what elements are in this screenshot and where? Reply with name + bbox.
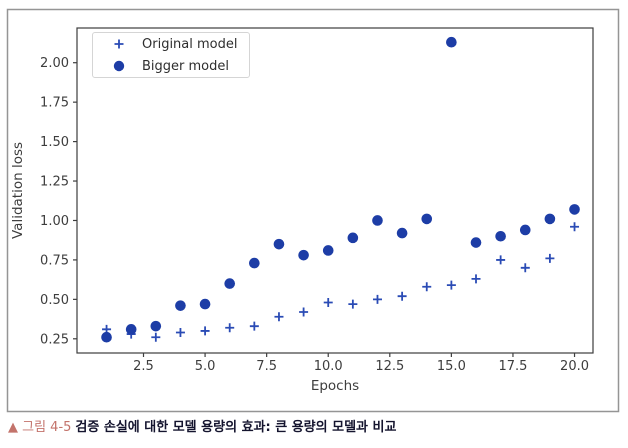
scatter-point-original-model — [151, 332, 161, 342]
scatter-point-bigger-model — [322, 245, 334, 256]
figure-caption: ▲ 그림 4-5 검증 손실에 대한 모델 용량의 효과: 큰 용량의 모델과 비… — [8, 419, 620, 436]
y-tick-label: 1.00 — [40, 214, 69, 229]
caption-text: 검증 손실에 대한 모델 용량의 효과: 큰 용량의 모델과 비교 — [75, 420, 397, 435]
y-tick-label: 1.25 — [40, 175, 69, 190]
legend-item-bigger-model: Bigger model — [104, 56, 249, 76]
y-tick-label: 0.25 — [40, 332, 69, 347]
scatter-point-original-model — [372, 294, 382, 304]
scatter-point-bigger-model — [347, 232, 359, 244]
scatter-point-original-model — [570, 222, 580, 232]
scatter-point-bigger-model — [101, 331, 112, 343]
scatter-point-bigger-model — [396, 227, 408, 239]
legend-label: Original model — [142, 36, 238, 52]
ticks-layer: 2.5 5.0 7.5 10.0 12.5 15.0 17.5 20.0 0.25 0.50 0.7… — [40, 56, 589, 374]
x-tick-label: 15.0 — [437, 359, 466, 374]
y-tick-label: 0.50 — [40, 293, 69, 308]
x-tick-label: 17.5 — [498, 359, 527, 374]
legend-item-original-model: Original model — [104, 34, 249, 54]
scatter-point-bigger-model — [519, 224, 531, 236]
x-tick-label: 20.0 — [560, 359, 589, 374]
x-axis-label: Epochs — [311, 378, 359, 394]
circle-marker-icon — [104, 59, 134, 73]
plus-marker-icon — [104, 37, 134, 51]
x-tick-label: 2.5 — [133, 359, 154, 374]
legend-label: Bigger model — [142, 58, 229, 74]
scatter-point-original-model — [274, 312, 284, 322]
scatter-point-original-model — [175, 327, 185, 337]
scatter-point-bigger-model — [421, 213, 433, 225]
scatter-point-bigger-model — [372, 215, 383, 226]
scatter-point-original-model — [496, 255, 506, 265]
scatter-point-bigger-model — [175, 300, 186, 311]
scatter-point-bigger-model — [199, 298, 211, 310]
scatter-point-original-model — [422, 282, 432, 292]
scatter-point-bigger-model — [569, 204, 580, 215]
plot-box — [76, 27, 594, 354]
scatter-point-bigger-model — [273, 238, 285, 250]
scatter-point-original-model — [323, 298, 333, 308]
scatter-point-original-model — [348, 299, 358, 309]
scatter-point-bigger-model — [544, 213, 556, 225]
x-tick-label: 5.0 — [195, 359, 216, 374]
y-tick-label: 1.75 — [40, 96, 69, 111]
scatter-point-original-model — [249, 321, 259, 331]
y-tick-label: 2.00 — [40, 56, 69, 71]
legend: Original model Bigger model — [92, 32, 250, 78]
caption-figure-number: ▲ 그림 4-5 — [8, 420, 72, 435]
scatter-point-bigger-model — [125, 324, 137, 335]
scatter-point-bigger-model — [446, 36, 457, 48]
scatter-point-bigger-model — [150, 320, 162, 332]
scatter-point-bigger-model — [224, 278, 236, 289]
scatter-point-original-model — [545, 253, 555, 263]
x-tick-label: 10.0 — [314, 359, 343, 374]
x-tick-label: 12.5 — [375, 359, 404, 374]
scatter-point-bigger-model — [495, 230, 506, 242]
scatter-point-original-model — [471, 274, 481, 284]
scatter-point-original-model — [299, 307, 309, 317]
scatter-point-original-model — [225, 323, 235, 333]
x-tick-label: 7.5 — [256, 359, 277, 374]
scatter-point-original-model — [520, 263, 530, 273]
scatter-point-bigger-model — [470, 237, 482, 248]
scatter-point-bigger-model — [249, 257, 260, 269]
scatter-point-original-model — [397, 291, 407, 301]
y-tick-label: 0.75 — [40, 253, 69, 268]
scatter-point-original-model — [446, 280, 456, 290]
y-axis-label: Validation loss — [10, 142, 26, 239]
y-tick-label: 1.50 — [40, 135, 69, 150]
points-layer — [101, 36, 580, 343]
scatter-point-original-model — [200, 326, 210, 336]
figure-border — [6, 8, 620, 413]
scatter-point-bigger-model — [298, 249, 309, 261]
